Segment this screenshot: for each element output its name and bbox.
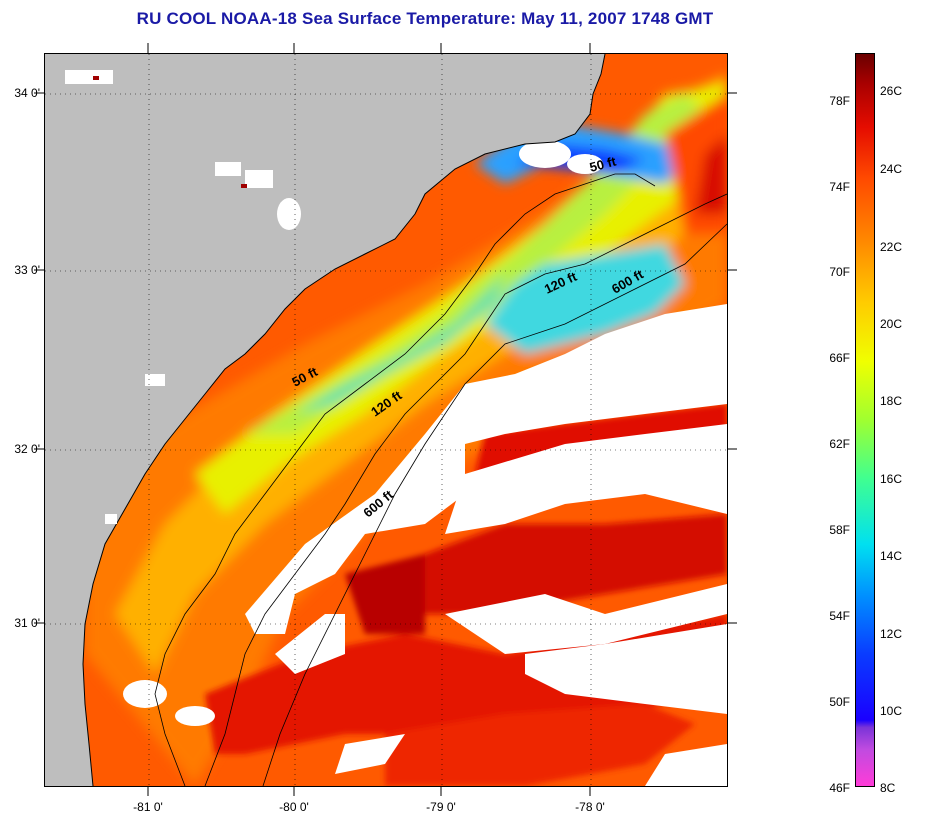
cbar-f-50: 50F [829, 695, 850, 709]
cbar-c-18: 18C [880, 394, 903, 408]
lon-label-80: -80 0' [279, 800, 309, 814]
isobath-600ft [262, 223, 727, 786]
cbar-c-16: 16C [880, 472, 903, 486]
cbar-c-14: 14C [880, 549, 903, 563]
cbar-c-22: 22C [880, 240, 903, 254]
cbar-f-54: 54F [829, 609, 850, 623]
coastline [82, 54, 606, 786]
land-mass [45, 54, 605, 786]
graticule [45, 54, 727, 786]
cbar-c-24: 24C [880, 162, 903, 176]
cbar-c-20: 20C [880, 317, 903, 331]
lat-label-34: 34 0' [14, 86, 40, 100]
isobath-120ft [204, 193, 727, 786]
land-clouds [65, 70, 301, 524]
sst-map[interactable]: 50 ft 50 ft 120 ft 120 ft 600 ft 600 ft [44, 53, 728, 787]
cbar-f-58: 58F [829, 523, 850, 537]
cbar-f-46: 46F [829, 781, 850, 795]
cbar-f-74: 74F [829, 180, 850, 194]
cbar-f-62: 62F [829, 437, 850, 451]
cbar-c-8: 8C [880, 781, 896, 795]
cbar-f-70: 70F [829, 265, 850, 279]
lat-label-33: 33 0' [14, 263, 40, 277]
cbar-c-12: 12C [880, 627, 903, 641]
lat-label-32: 32 0' [14, 442, 40, 456]
lon-label-81: -81 0' [133, 800, 163, 814]
cbar-c-10: 10C [880, 704, 903, 718]
isobath-label-50ft-north: 50 ft [588, 153, 618, 175]
lon-label-79: -79 0' [426, 800, 456, 814]
cbar-f-78: 78F [829, 94, 850, 108]
temperature-colorbar [855, 53, 875, 787]
sst-map-svg: 50 ft 50 ft 120 ft 120 ft 600 ft 600 ft [45, 54, 727, 786]
lon-label-78: -78 0' [575, 800, 605, 814]
map-title: RU COOL NOAA-18 Sea Surface Temperature:… [136, 9, 714, 28]
isobath-50ft [154, 173, 656, 786]
cbar-f-66: 66F [829, 351, 850, 365]
cbar-c-26: 26C [880, 84, 903, 98]
lat-label-31: 31 0' [14, 616, 40, 630]
